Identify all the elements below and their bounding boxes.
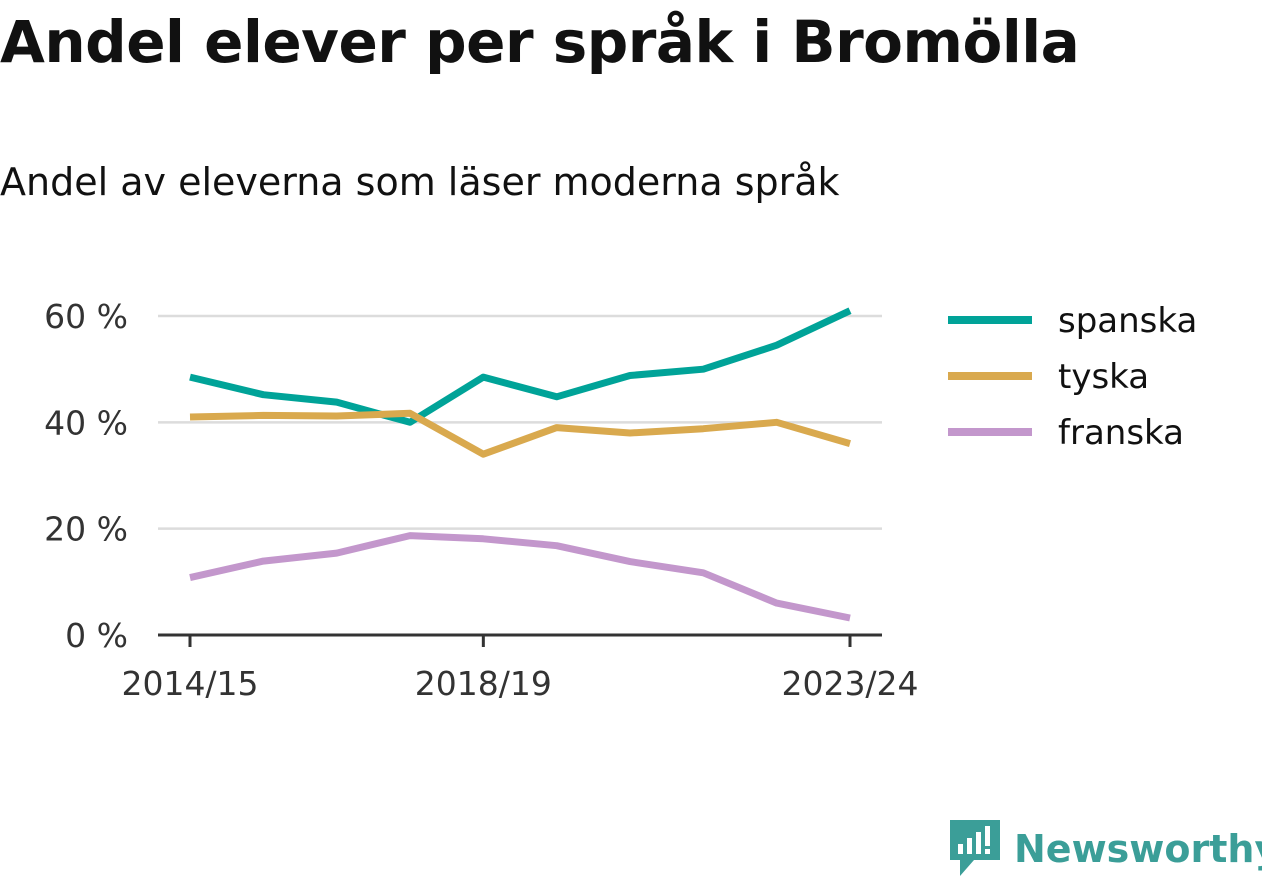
- y-tick-label: 60 %: [44, 297, 128, 336]
- x-tick-label: 2023/24: [781, 664, 918, 703]
- series-line-spanska: [189, 307, 852, 426]
- brand-name: Newsworthy: [1014, 827, 1262, 871]
- y-tick-label: 20 %: [44, 510, 128, 549]
- series-line-franska: [189, 532, 851, 622]
- x-axis: 2014/15 2018/19 2023/24: [121, 633, 919, 703]
- chart-subtitle: Andel av eleverna som läser moderna språ…: [0, 160, 840, 204]
- series-line-tyska: [189, 409, 851, 458]
- newsworthy-logo-icon: [950, 820, 1000, 876]
- y-tick-label: 0 %: [65, 616, 128, 655]
- legend-label-spanska: spanska: [1058, 301, 1197, 341]
- y-tick-label: 40 %: [44, 403, 128, 442]
- series-lines: [189, 307, 852, 622]
- x-tick-label: 2018/19: [415, 664, 552, 703]
- brand: Newsworthy: [950, 820, 1262, 878]
- chart-title: Andel elever per språk i Bromölla: [0, 8, 1080, 76]
- y-axis-ticks: 0 % 20 % 40 % 60 %: [44, 297, 128, 655]
- legend-label-tyska: tyska: [1058, 357, 1149, 397]
- legend-label-franska: franska: [1058, 413, 1184, 453]
- x-tick-label: 2014/15: [121, 664, 258, 703]
- legend: spanska tyska franska: [948, 301, 1197, 453]
